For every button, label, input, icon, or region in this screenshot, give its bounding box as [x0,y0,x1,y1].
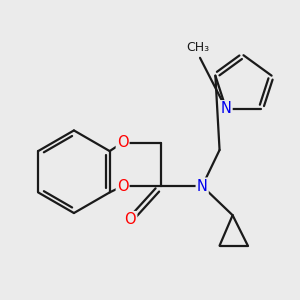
Text: N: N [221,101,232,116]
Text: O: O [124,212,136,227]
Text: N: N [197,178,208,194]
Text: CH₃: CH₃ [186,41,209,54]
Text: O: O [117,178,128,194]
Text: O: O [117,135,128,150]
